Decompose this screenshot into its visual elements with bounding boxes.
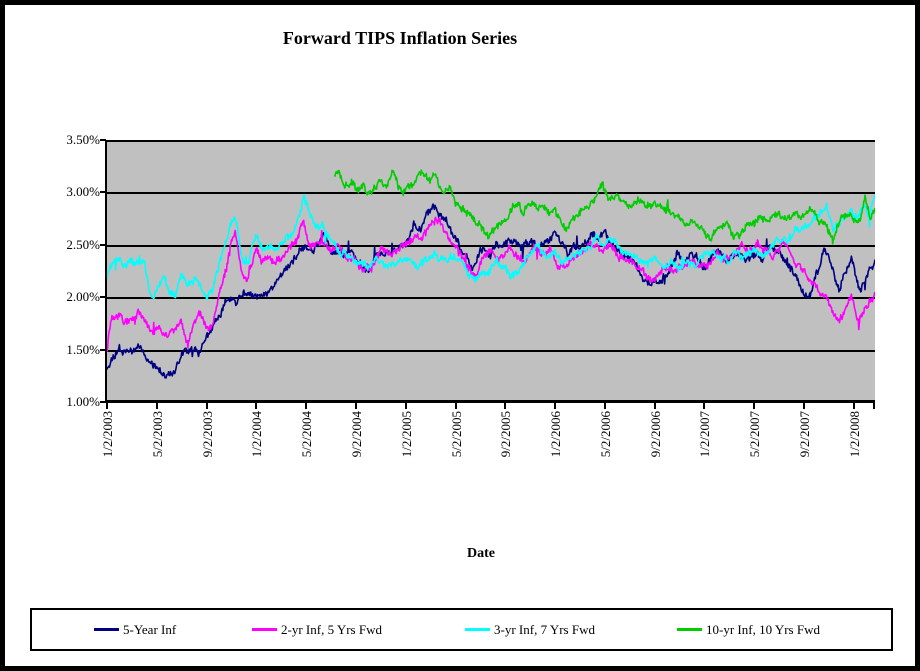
x-axis-tick	[255, 402, 258, 409]
x-tick-label: 1/2/2008	[846, 411, 862, 458]
chart-title: Forward TIPS Inflation Series	[282, 28, 518, 48]
x-tick-label: 1/2/2007	[697, 411, 713, 458]
x-tick-label: 9/2/2006	[647, 411, 663, 458]
x-tick-label: 5/2/2003	[149, 411, 165, 458]
y-axis-tick	[100, 191, 106, 194]
y-axis-tick	[100, 139, 106, 141]
x-tick-label: 5/2/2007	[747, 411, 763, 458]
y-tick-label: 2.00%	[66, 289, 100, 305]
legend-entry: 3-yr Inf, 7 Yrs Fwd	[465, 610, 595, 649]
legend-line-swatch	[677, 628, 702, 631]
x-axis-tick	[205, 402, 208, 409]
x-axis-tick	[504, 402, 507, 409]
y-tick-label: 1.00%	[66, 394, 100, 409]
y-tick-label: 1.50%	[66, 341, 100, 357]
x-axis-line	[105, 400, 875, 403]
x-tick-label: 5/2/2006	[597, 411, 613, 458]
legend-label: 5-Year Inf	[123, 621, 177, 637]
legend-entry: 2-yr Inf, 5 Yrs Fwd	[252, 610, 382, 649]
y-gridline	[107, 349, 875, 352]
plot-area	[107, 140, 875, 402]
x-axis-title: Date	[467, 546, 495, 561]
legend-line-swatch	[465, 628, 490, 631]
x-tick-label: 9/2/2004	[348, 411, 364, 458]
x-tick-label: 1/2/2003	[100, 411, 115, 458]
y-tick-label: 3.50%	[66, 132, 100, 147]
y-axis-tick	[100, 243, 106, 246]
y-gridline	[107, 140, 875, 142]
x-tick-label: 1/2/2004	[249, 411, 265, 458]
x-axis-tick	[305, 402, 308, 409]
y-axis-tick	[100, 348, 106, 351]
legend-line-swatch	[94, 628, 119, 631]
legend-entry: 10-yr Inf, 10 Yrs Fwd	[677, 610, 820, 649]
x-axis-tick	[653, 402, 656, 409]
x-axis-tick	[753, 402, 756, 409]
legend-label: 10-yr Inf, 10 Yrs Fwd	[706, 621, 820, 637]
x-axis-tick	[354, 402, 357, 409]
x-axis-tick	[803, 402, 806, 409]
x-tick-label: 5/2/2004	[299, 411, 315, 458]
x-axis-tick	[554, 402, 557, 409]
x-axis-tick	[454, 402, 457, 409]
y-tick-label: 2.50%	[66, 236, 100, 252]
x-tick-label: 9/2/2005	[498, 411, 514, 458]
legend-label: 2-yr Inf, 5 Yrs Fwd	[281, 621, 382, 637]
y-axis-tick	[100, 401, 106, 403]
y-axis-line	[105, 140, 107, 403]
x-tick-label: 1/2/2006	[548, 411, 564, 458]
x-axis-tick	[703, 402, 706, 409]
y-axis-tick	[100, 296, 106, 299]
legend-label: 3-yr Inf, 7 Yrs Fwd	[494, 621, 595, 637]
y-gridline	[107, 192, 875, 195]
x-axis-tick	[155, 402, 158, 409]
x-tick-label: 5/2/2005	[448, 411, 464, 458]
x-axis-end-tick	[873, 402, 875, 409]
x-axis-tick	[106, 402, 108, 409]
legend: 5-Year Inf 2-yr Inf, 5 Yrs Fwd 3-yr Inf, 7…	[30, 608, 893, 651]
y-gridline	[107, 297, 875, 300]
x-axis-tick	[852, 402, 855, 409]
x-tick-label: 9/2/2003	[199, 411, 215, 458]
x-tick-label: 9/2/2007	[797, 411, 813, 458]
y-tick-label: 3.00%	[66, 184, 100, 200]
y-gridline	[107, 244, 875, 247]
x-tick-label: 1/2/2005	[398, 411, 414, 458]
legend-entry: 5-Year Inf	[94, 610, 176, 649]
x-axis-tick	[603, 402, 606, 409]
legend-line-swatch	[252, 628, 277, 631]
x-axis-tick	[404, 402, 407, 409]
